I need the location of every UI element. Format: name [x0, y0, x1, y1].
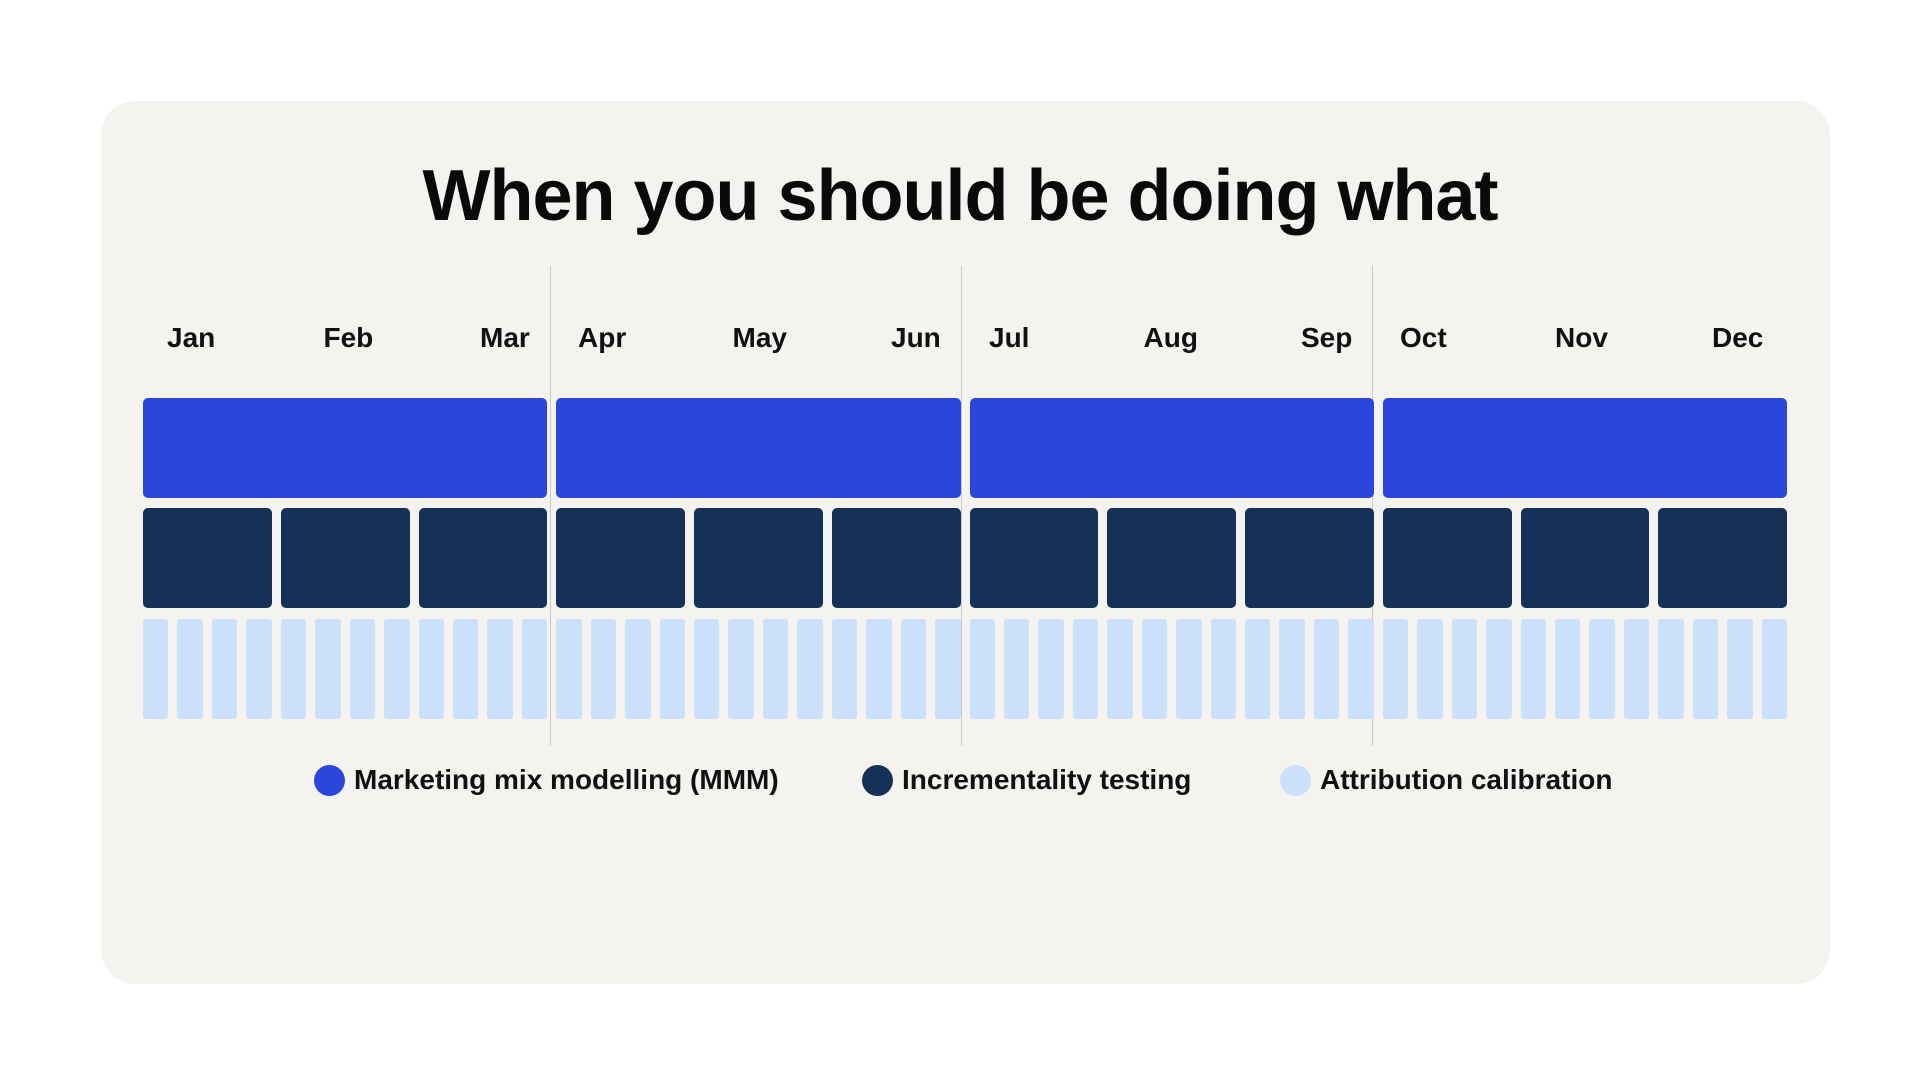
inc-block: [1658, 508, 1787, 608]
att-block: [1313, 619, 1340, 719]
inc-block: [1520, 508, 1650, 608]
legend-label-mmm: Marketing mix modelling (MMM): [354, 764, 779, 795]
att-block: [694, 619, 720, 719]
quarter-divider: [961, 266, 962, 746]
month-label-aug: Aug: [1143, 322, 1198, 353]
att-block: [1451, 619, 1478, 719]
legend-label-incrementality: Incrementality testing: [902, 764, 1192, 795]
att-block: [590, 619, 617, 719]
att-block: [1072, 619, 1099, 719]
legend: Marketing mix modelling (MMM) Incrementa…: [0, 762, 1920, 798]
att-block: [1279, 619, 1305, 719]
legend-label-attribution: Attribution calibration: [1320, 764, 1613, 795]
mmm-block: [1382, 398, 1787, 498]
inc-block: [418, 508, 548, 608]
att-block: [1658, 619, 1684, 719]
mmm-block: [556, 398, 961, 498]
att-block: [177, 619, 203, 719]
inc-block: [143, 508, 272, 608]
att-block: [246, 619, 272, 719]
att-block: [1382, 619, 1409, 719]
att-block: [384, 619, 410, 719]
month-label-may: May: [732, 322, 787, 353]
att-block: [728, 619, 754, 719]
att-block: [797, 619, 823, 719]
month-label-jan: Jan: [167, 322, 216, 353]
att-block: [556, 619, 582, 719]
att-block: [1554, 619, 1581, 719]
legend-item-incrementality: Incrementality testing: [862, 762, 1191, 798]
month-label-jun: Jun: [891, 322, 941, 353]
att-block: [1520, 619, 1546, 719]
att-block: [1623, 619, 1650, 719]
att-block: [935, 619, 961, 719]
att-block: [1141, 619, 1168, 719]
inc-block: [556, 508, 685, 608]
month-label-mar: Mar: [480, 322, 530, 353]
att-block: [1761, 619, 1787, 719]
att-block: [1038, 619, 1064, 719]
att-block: [1210, 619, 1236, 719]
inc-block: [969, 508, 1099, 608]
month-label-dec: Dec: [1712, 322, 1764, 353]
att-block: [143, 619, 169, 719]
month-label-oct: Oct: [1400, 322, 1447, 353]
inc-block: [694, 508, 823, 608]
month-label-feb: Feb: [323, 322, 374, 353]
legend-swatch-mmm: [314, 764, 345, 796]
inc-block: [1382, 508, 1512, 608]
month-label-nov: Nov: [1555, 322, 1608, 353]
att-block: [1692, 619, 1719, 719]
att-block: [315, 619, 341, 719]
att-block: [280, 619, 307, 719]
att-block: [521, 619, 548, 719]
att-block: [1486, 619, 1512, 719]
legend-item-attribution: Attribution calibration: [1280, 762, 1612, 798]
att-block: [969, 619, 995, 719]
att-block: [1107, 619, 1133, 719]
att-block: [1727, 619, 1753, 719]
att-block: [211, 619, 238, 719]
att-block: [1003, 619, 1030, 719]
att-block: [452, 619, 479, 719]
legend-item-mmm: Marketing mix modelling (MMM): [314, 762, 779, 798]
quarter-divider: [550, 266, 551, 746]
att-block: [1176, 619, 1202, 719]
att-block: [831, 619, 858, 719]
mmm-block: [143, 398, 548, 498]
att-block: [625, 619, 651, 719]
att-block: [1348, 619, 1374, 719]
inc-block: [280, 508, 410, 608]
inc-block: [1245, 508, 1374, 608]
att-block: [349, 619, 376, 719]
page-title: When you should be doing what: [422, 156, 1499, 236]
inc-block: [1107, 508, 1236, 608]
month-label-apr: Apr: [578, 322, 627, 353]
legend-swatch-incrementality: [862, 764, 893, 796]
inc-block: [831, 508, 961, 608]
att-block: [1417, 619, 1443, 719]
att-block: [900, 619, 927, 719]
att-block: [1589, 619, 1615, 719]
att-block: [418, 619, 444, 719]
quarter-divider: [1372, 266, 1373, 746]
att-block: [487, 619, 513, 719]
month-label-sep: Sep: [1301, 322, 1353, 353]
legend-swatch-attribution: [1280, 764, 1311, 796]
mmm-block: [969, 398, 1374, 498]
att-block: [866, 619, 892, 719]
att-block: [762, 619, 789, 719]
month-label-jul: Jul: [989, 322, 1030, 353]
att-block: [1245, 619, 1271, 719]
att-block: [659, 619, 685, 719]
